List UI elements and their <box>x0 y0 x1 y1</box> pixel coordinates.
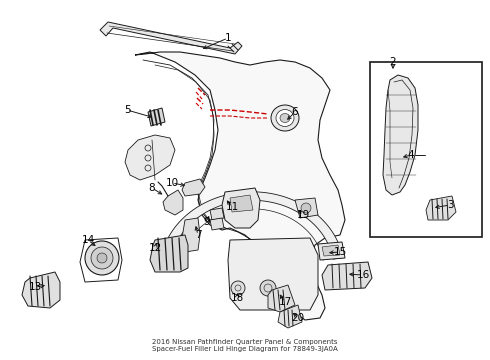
Polygon shape <box>163 190 183 215</box>
Text: 12: 12 <box>148 243 162 253</box>
Text: 2016 Nissan Pathfinder Quarter Panel & Components
Spacer-Fuel Filler Lid Hinge D: 2016 Nissan Pathfinder Quarter Panel & C… <box>152 339 338 352</box>
Polygon shape <box>268 285 295 312</box>
Text: 14: 14 <box>81 235 95 245</box>
Polygon shape <box>182 218 200 252</box>
Text: 15: 15 <box>333 247 346 257</box>
Polygon shape <box>135 52 345 320</box>
Polygon shape <box>230 195 253 212</box>
Polygon shape <box>148 108 165 126</box>
Polygon shape <box>150 235 188 272</box>
Text: 1: 1 <box>225 33 231 43</box>
Circle shape <box>260 280 276 296</box>
Text: 2: 2 <box>390 57 396 67</box>
Text: 11: 11 <box>225 202 239 212</box>
Polygon shape <box>210 208 224 220</box>
Ellipse shape <box>85 241 119 275</box>
Polygon shape <box>125 135 175 180</box>
Text: 20: 20 <box>292 313 305 323</box>
Polygon shape <box>222 188 260 228</box>
Text: 6: 6 <box>292 107 298 117</box>
Polygon shape <box>228 238 318 310</box>
Ellipse shape <box>280 113 290 122</box>
Circle shape <box>231 281 245 295</box>
Text: 9: 9 <box>204 217 210 227</box>
Polygon shape <box>182 179 205 196</box>
Text: 3: 3 <box>447 200 453 210</box>
Ellipse shape <box>97 253 107 263</box>
Polygon shape <box>210 218 224 230</box>
Text: 19: 19 <box>296 210 310 220</box>
Polygon shape <box>318 242 345 260</box>
Bar <box>370 62 482 237</box>
Polygon shape <box>295 198 318 218</box>
Text: 5: 5 <box>123 105 130 115</box>
Text: 10: 10 <box>166 178 178 188</box>
Polygon shape <box>100 22 242 54</box>
Ellipse shape <box>271 105 299 131</box>
Text: 17: 17 <box>278 297 292 307</box>
Text: 7: 7 <box>195 230 201 240</box>
Ellipse shape <box>91 247 113 269</box>
Text: 16: 16 <box>356 270 369 280</box>
Polygon shape <box>278 305 302 328</box>
Text: 18: 18 <box>230 293 244 303</box>
Circle shape <box>301 203 311 213</box>
Polygon shape <box>22 272 60 308</box>
Polygon shape <box>322 245 340 256</box>
Ellipse shape <box>276 109 294 126</box>
Polygon shape <box>426 196 456 220</box>
Polygon shape <box>383 75 418 195</box>
Text: 8: 8 <box>148 183 155 193</box>
Polygon shape <box>322 262 372 290</box>
Text: 4: 4 <box>408 150 415 160</box>
Text: 13: 13 <box>28 282 42 292</box>
Polygon shape <box>160 192 343 266</box>
